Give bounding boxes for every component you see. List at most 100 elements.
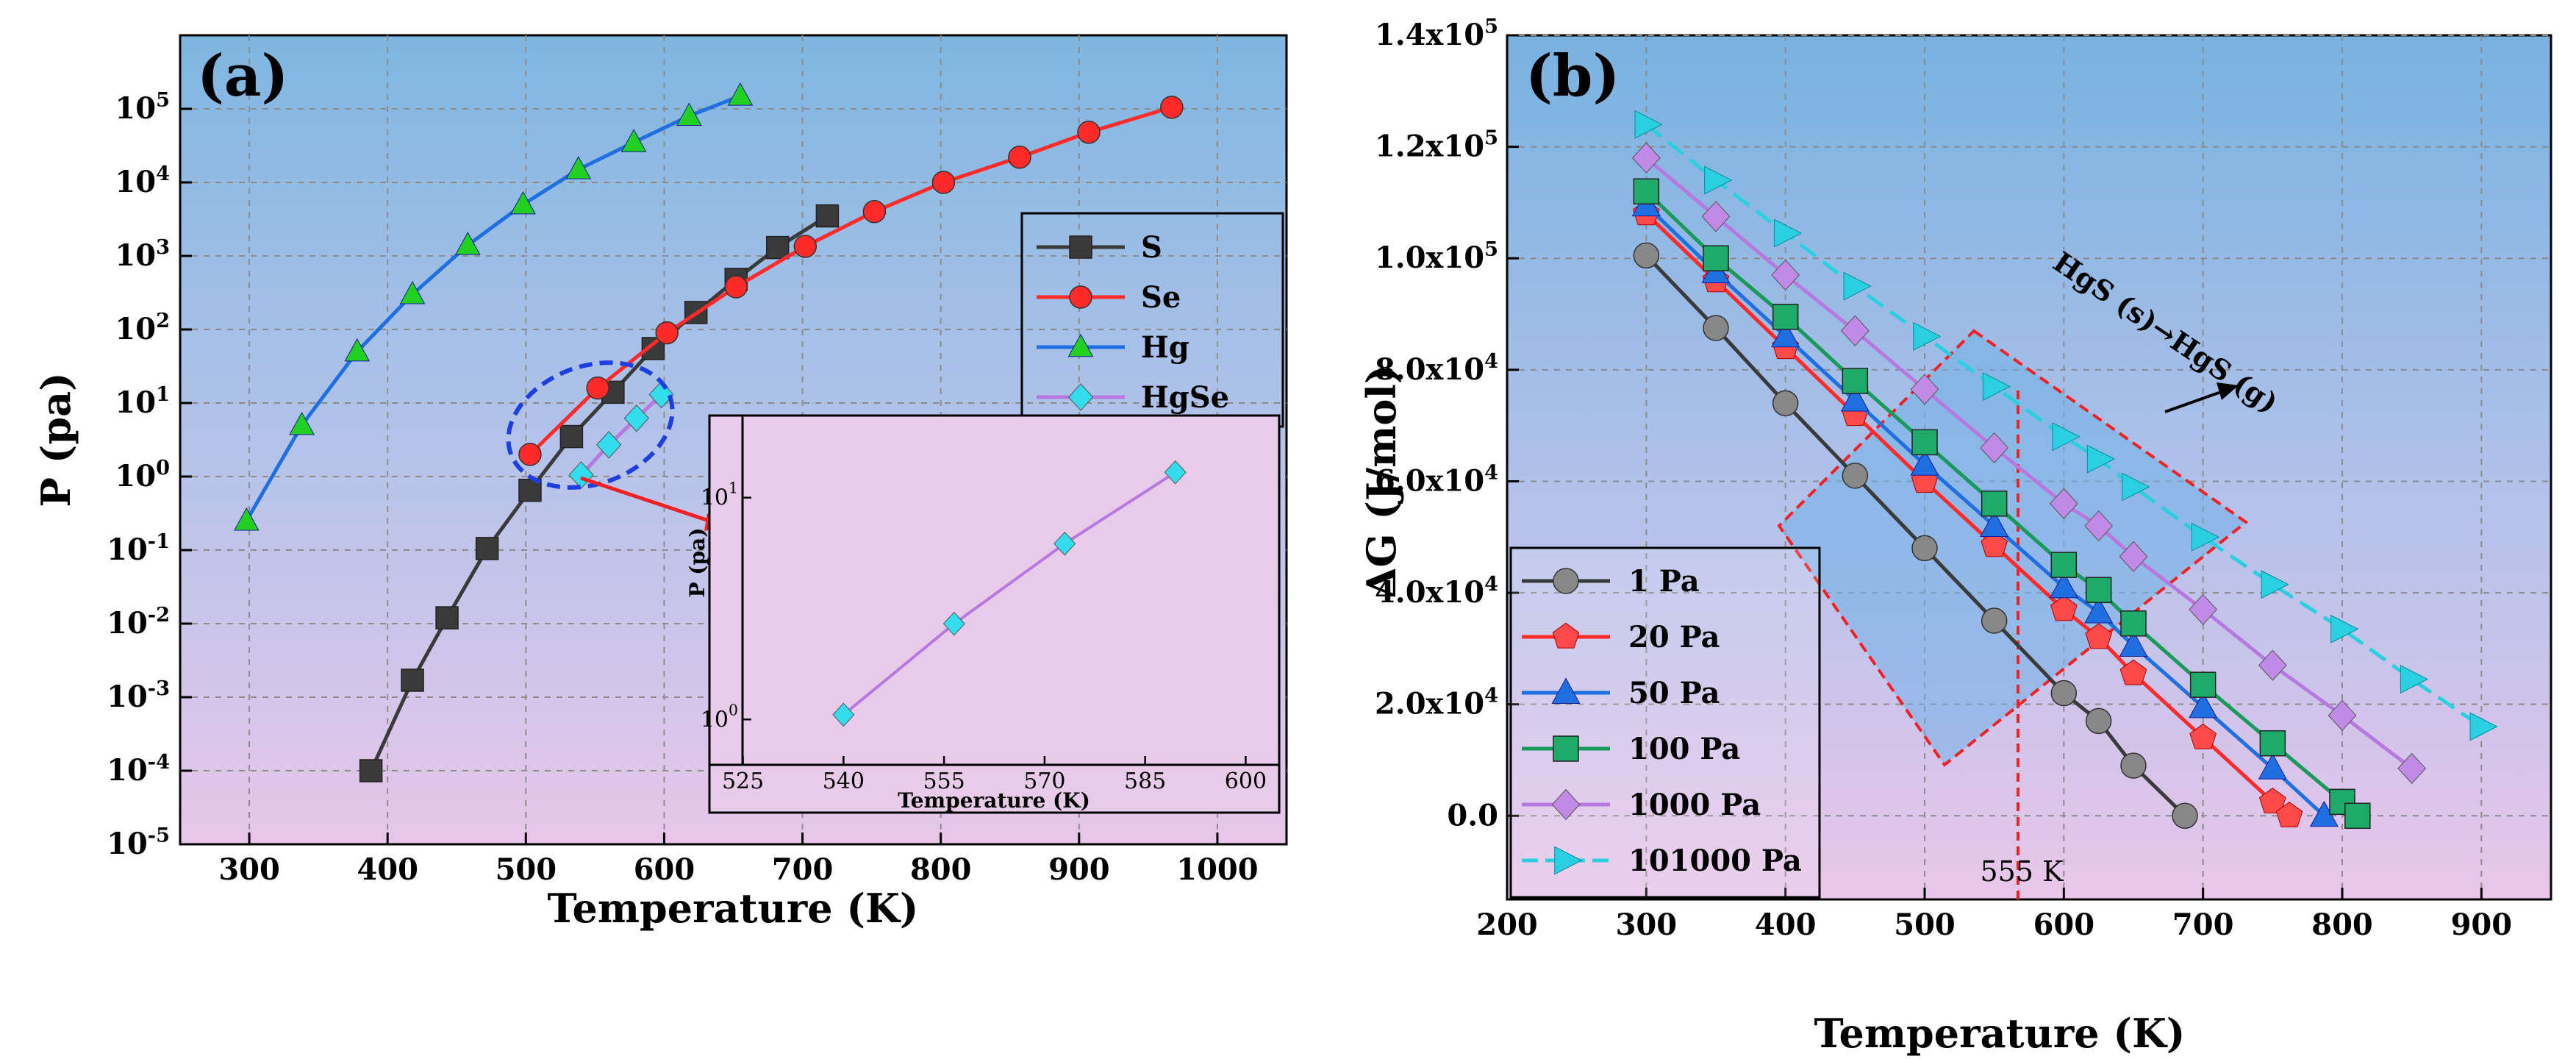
- data-point-101000-pa: [2400, 665, 2429, 694]
- x-tick-label: 600: [2033, 908, 2095, 942]
- data-point-se: [586, 376, 609, 400]
- data-point-1000-pa: [2049, 488, 2078, 519]
- y-tick-label: 102: [115, 309, 170, 346]
- x-tick-label: 400: [1755, 908, 1817, 942]
- legend-label: 1 Pa: [1628, 564, 1700, 599]
- data-point-1000-pa: [2328, 699, 2357, 731]
- data-point-se: [793, 235, 817, 258]
- data-point-se: [1077, 121, 1101, 144]
- data-point-s: [765, 235, 790, 260]
- data-point-se: [931, 171, 956, 194]
- data-point-100-pa: [1842, 368, 1869, 394]
- data-point-101000-pa: [1982, 372, 2011, 402]
- data-point-hg: [399, 281, 426, 304]
- data-point-50-pa: [2258, 753, 2287, 780]
- inset-x-tick-label: 600: [1225, 769, 1267, 794]
- x-tick-label: 700: [772, 852, 834, 887]
- data-point-100-pa: [2189, 671, 2217, 698]
- data-point-1-pa: [1911, 535, 1938, 562]
- x-tick-label: 200: [1476, 908, 1538, 942]
- data-point-101000-pa: [1843, 271, 1872, 301]
- legend-marker-hg: [1067, 333, 1094, 357]
- data-point-1-pa: [2172, 802, 2198, 830]
- data-point-hg: [510, 190, 536, 215]
- data-point-hgse: [596, 431, 622, 459]
- y-tick-label: 101: [115, 382, 170, 420]
- x-tick-label: 800: [910, 852, 972, 887]
- data-point-s: [815, 204, 840, 228]
- x-axis-label-b: Temperature (K): [1814, 1010, 2186, 1057]
- legend-label-s: S: [1141, 230, 1162, 265]
- data-point-100-pa: [2259, 730, 2286, 757]
- inset-data-point: [1164, 460, 1187, 485]
- inset-data-point: [942, 611, 965, 636]
- data-point-100-pa: [2050, 552, 2078, 578]
- legend-marker: [1551, 788, 1581, 821]
- y-tick-label: 10-1: [107, 530, 170, 567]
- y-axis-label-b: ΔG (J/mol): [1358, 366, 1405, 599]
- legend-marker: [1553, 568, 1579, 594]
- data-point-101000-pa: [1913, 321, 1942, 351]
- legend-b: 1 Pa 20 Pa 50 Pa 100 Pa 1000 Pa 101000 Pa: [1509, 546, 1821, 899]
- x-tick-label: 500: [1894, 908, 1956, 942]
- data-point-hg: [620, 129, 647, 152]
- data-point-s: [401, 668, 424, 692]
- x-axis-label-a: Temperature (K): [548, 885, 919, 932]
- inset-data-point: [832, 702, 855, 727]
- x-tick-label: 800: [2311, 908, 2373, 942]
- y-tick-label: 1.4x105: [1375, 15, 1498, 52]
- legend-marker: [1553, 735, 1579, 762]
- data-point-100-pa: [1703, 245, 1729, 271]
- data-point-1000-pa: [2084, 510, 2114, 542]
- data-point-1000-pa: [2258, 649, 2287, 681]
- data-point-se: [724, 275, 748, 299]
- data-point-se: [518, 443, 542, 466]
- series-line-20-pa: [1645, 212, 2291, 818]
- y-tick-label: 10-2: [107, 603, 170, 641]
- inset-y-tick-label: 101: [701, 479, 738, 511]
- data-point-100-pa: [1772, 304, 1799, 330]
- legend-label: 101000 Pa: [1628, 844, 1802, 878]
- inset-y-tick-label: 100: [701, 701, 738, 732]
- data-point-50-pa: [2119, 630, 2148, 657]
- y-tick-label: 1.2x105: [1375, 126, 1498, 164]
- data-point-s: [559, 424, 584, 449]
- data-point-se: [1008, 146, 1031, 169]
- data-point-101000-pa: [2469, 712, 2498, 741]
- data-point-1-pa: [1981, 607, 2008, 634]
- data-point-20-pa: [1981, 531, 2008, 557]
- data-point-1-pa: [2085, 707, 2112, 735]
- x-tick-label: 400: [357, 852, 418, 887]
- legend-marker-s: [1069, 235, 1092, 259]
- data-point-s: [475, 537, 499, 560]
- legend-marker: [1554, 846, 1583, 875]
- y-tick-label: 104: [115, 162, 170, 199]
- inset-data-point: [1053, 531, 1076, 556]
- series-line-hg: [245, 94, 741, 522]
- y-tick-label: 6.0x104: [1375, 460, 1498, 498]
- legend-label-hgse: HgSe: [1141, 380, 1229, 415]
- data-point-1000-pa: [1771, 259, 1800, 291]
- series-line-se: [529, 105, 1173, 456]
- inset-chart: 525 540 555 570 585 600 100 101 Temperature (K)…: [685, 414, 1281, 814]
- y-tick-label: 10-5: [107, 824, 170, 861]
- data-point-101000-pa: [2261, 570, 2289, 599]
- data-point-1-pa: [1633, 242, 1660, 269]
- y-tick-label: 100: [115, 456, 170, 493]
- data-point-20-pa: [2258, 787, 2286, 813]
- x-tick-label: 600: [634, 852, 695, 887]
- legend-label: 100 Pa: [1628, 732, 1740, 766]
- ticks-a: 300 400 500 600 700 800 900 1000 10-5 10-4 10-3 10-…: [107, 88, 1258, 887]
- data-point-1000-pa: [2397, 752, 2427, 784]
- data-point-hg: [727, 82, 754, 106]
- data-point-s: [359, 759, 383, 782]
- data-point-101000-pa: [1634, 110, 1663, 139]
- data-point-20-pa: [2189, 723, 2217, 749]
- panel-b: 200 300 400 500 600 700 800 900 0.0 2.0x104 4.0x10…: [1358, 15, 2552, 1057]
- x-tick-label: 300: [1616, 908, 1678, 942]
- data-point-1000-pa: [2119, 541, 2148, 572]
- data-point-1000-pa: [1910, 374, 1939, 405]
- legend-label-se: Se: [1141, 280, 1181, 315]
- data-point-101000-pa: [2086, 444, 2116, 474]
- legend-label-hg: Hg: [1141, 330, 1189, 365]
